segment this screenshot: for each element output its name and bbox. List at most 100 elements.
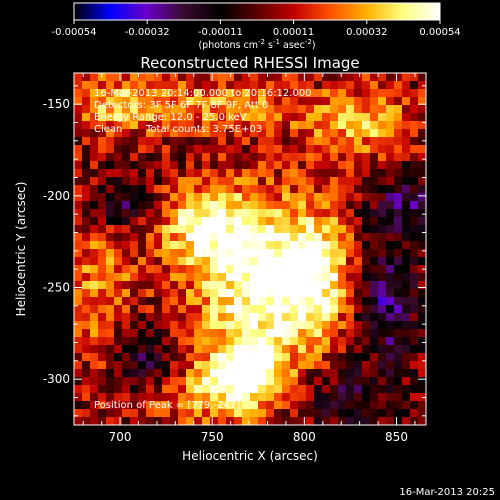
heatmap-cell — [314, 145, 323, 154]
heatmap-cell — [346, 265, 355, 274]
heatmap-cell — [274, 105, 283, 114]
heatmap-cell — [186, 97, 195, 106]
heatmap-cell — [242, 257, 251, 266]
heatmap-cell — [242, 209, 251, 218]
y-axis-label: Heliocentric Y (arcsec) — [14, 182, 28, 317]
heatmap-cell — [274, 249, 283, 258]
heatmap-cell — [394, 137, 403, 146]
heatmap-cell — [82, 337, 91, 346]
heatmap-cell — [370, 145, 379, 154]
heatmap-cell — [122, 217, 131, 226]
heatmap-cell — [106, 169, 115, 178]
heatmap-cell — [186, 305, 195, 314]
heatmap-cell — [162, 369, 171, 378]
heatmap-cell — [282, 385, 291, 394]
heatmap-cell — [226, 337, 235, 346]
heatmap-cell — [338, 129, 347, 138]
heatmap-cell — [130, 385, 139, 394]
heatmap-cell — [186, 241, 195, 250]
heatmap-cell — [122, 249, 131, 258]
heatmap-cell — [98, 393, 107, 402]
heatmap-cell — [154, 409, 163, 418]
heatmap-cell — [410, 153, 419, 162]
heatmap-cell — [306, 321, 315, 330]
heatmap-cell — [378, 401, 387, 410]
heatmap-cell — [154, 401, 163, 410]
colorbar-tick-label: -0.00032 — [125, 27, 170, 38]
heatmap-cell — [362, 161, 371, 170]
heatmap-cell — [122, 345, 131, 354]
heatmap-cell — [394, 201, 403, 210]
heatmap-cell — [130, 377, 139, 386]
heatmap-cell — [338, 353, 347, 362]
heatmap-cell — [258, 321, 267, 330]
heatmap-cell — [218, 313, 227, 322]
heatmap-cell — [378, 313, 387, 322]
heatmap-cell — [90, 337, 99, 346]
heatmap-cell — [418, 377, 426, 386]
heatmap-cell — [282, 361, 291, 370]
heatmap-cell — [178, 313, 187, 322]
heatmap-cell — [290, 353, 299, 362]
heatmap-cell — [162, 177, 171, 186]
heatmap-cell — [162, 145, 171, 154]
heatmap-cell — [242, 137, 251, 146]
heatmap-cell — [194, 409, 203, 418]
heatmap-cell — [282, 121, 291, 130]
heatmap-cell — [98, 265, 107, 274]
heatmap-cell — [314, 81, 323, 90]
heatmap-cell — [290, 385, 299, 394]
heatmap-cell — [362, 393, 371, 402]
heatmap-cell — [394, 257, 403, 266]
heatmap-cell — [250, 217, 259, 226]
heatmap-cell — [290, 177, 299, 186]
heatmap-cell — [274, 345, 283, 354]
heatmap-cell — [266, 89, 275, 98]
heatmap-cell — [370, 377, 379, 386]
heatmap-cell — [138, 385, 147, 394]
heatmap-cell — [98, 73, 107, 82]
heatmap-cell — [346, 225, 355, 234]
heatmap-cell — [106, 385, 115, 394]
heatmap-cell — [298, 145, 307, 154]
heatmap-cell — [194, 369, 203, 378]
heatmap-cell — [306, 385, 315, 394]
heatmap-cell — [106, 273, 115, 282]
heatmap-cell — [178, 161, 187, 170]
heatmap-cell — [250, 97, 259, 106]
heatmap-cell — [154, 353, 163, 362]
heatmap-cell — [306, 161, 315, 170]
heatmap-cell — [234, 337, 243, 346]
heatmap-cell — [162, 209, 171, 218]
heatmap-cell — [274, 129, 283, 138]
heatmap-cell — [74, 281, 83, 290]
heatmap-cell — [186, 265, 195, 274]
heatmap-cell — [418, 409, 426, 418]
heatmap-cell — [194, 73, 203, 82]
heatmap-cell — [90, 137, 99, 146]
heatmap-cell — [170, 273, 179, 282]
heatmap-cell — [74, 193, 83, 202]
heatmap-cell — [282, 185, 291, 194]
heatmap-cell — [362, 417, 371, 425]
heatmap-cell — [202, 265, 211, 274]
heatmap-cell — [210, 89, 219, 98]
heatmap-cell — [402, 97, 411, 106]
heatmap-cell — [402, 105, 411, 114]
heatmap-cell — [178, 377, 187, 386]
heatmap-cell — [362, 377, 371, 386]
heatmap-cell — [354, 185, 363, 194]
heatmap-cell — [330, 193, 339, 202]
heatmap-cell — [242, 169, 251, 178]
heatmap-cell — [266, 393, 275, 402]
heatmap-cell — [130, 169, 139, 178]
heatmap-cell — [362, 337, 371, 346]
heatmap-cell — [394, 281, 403, 290]
heatmap-cell — [218, 369, 227, 378]
heatmap-cell — [306, 129, 315, 138]
heatmap-cell — [250, 89, 259, 98]
heatmap-cell — [386, 89, 395, 98]
heatmap-cell — [194, 417, 203, 425]
heatmap-cell — [250, 297, 259, 306]
heatmap-cell — [146, 313, 155, 322]
